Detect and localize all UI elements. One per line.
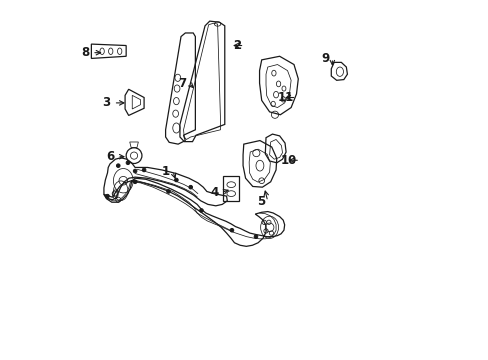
Text: 2: 2 xyxy=(233,39,241,52)
Circle shape xyxy=(166,190,170,193)
Circle shape xyxy=(254,235,257,238)
Circle shape xyxy=(116,164,120,167)
Text: 4: 4 xyxy=(210,186,218,199)
Circle shape xyxy=(105,194,109,198)
Text: 8: 8 xyxy=(81,46,89,59)
Text: 1: 1 xyxy=(162,165,169,177)
Text: 3: 3 xyxy=(102,96,110,109)
Text: 5: 5 xyxy=(256,195,264,208)
Circle shape xyxy=(188,185,192,189)
Text: 11: 11 xyxy=(277,91,293,104)
Text: 7: 7 xyxy=(178,77,185,90)
Circle shape xyxy=(133,169,137,173)
Text: 6: 6 xyxy=(106,150,114,163)
Circle shape xyxy=(133,180,137,184)
Text: 9: 9 xyxy=(321,51,329,64)
Circle shape xyxy=(142,168,145,172)
Circle shape xyxy=(174,178,178,182)
Polygon shape xyxy=(104,178,284,246)
Text: 10: 10 xyxy=(281,154,297,167)
Circle shape xyxy=(230,228,233,232)
Circle shape xyxy=(126,161,129,165)
Circle shape xyxy=(199,209,203,212)
